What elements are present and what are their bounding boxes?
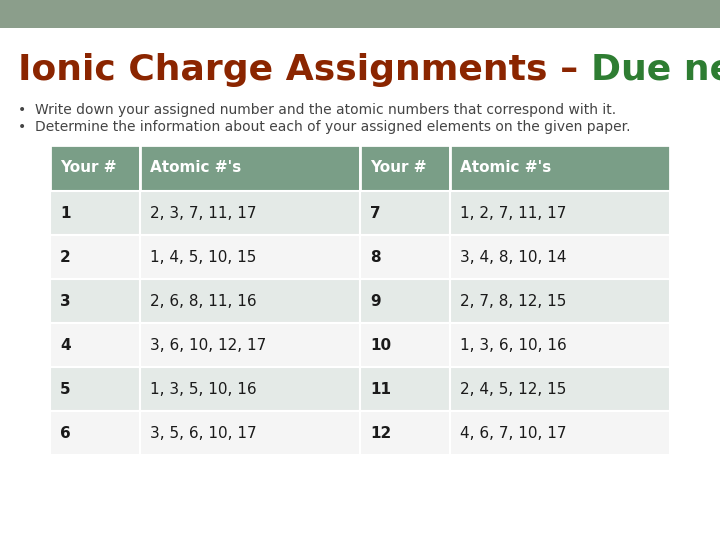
- Text: 1, 3, 6, 10, 16: 1, 3, 6, 10, 16: [460, 338, 567, 353]
- Text: 2, 4, 5, 12, 15: 2, 4, 5, 12, 15: [460, 381, 567, 396]
- Text: 5: 5: [60, 381, 71, 396]
- Bar: [450, 323, 670, 367]
- Text: •  Determine the information about each of your assigned elements on the given p: • Determine the information about each o…: [18, 120, 631, 134]
- Text: Ionic Charge Assignments –: Ionic Charge Assignments –: [18, 53, 591, 87]
- Text: 9: 9: [370, 294, 381, 308]
- Bar: [140, 145, 360, 191]
- Bar: [450, 279, 670, 323]
- Bar: [360, 367, 450, 411]
- Text: 2, 3, 7, 11, 17: 2, 3, 7, 11, 17: [150, 206, 256, 220]
- Text: 3, 4, 8, 10, 14: 3, 4, 8, 10, 14: [460, 249, 567, 265]
- Text: 8: 8: [370, 249, 381, 265]
- Text: Atomic #'s: Atomic #'s: [460, 160, 552, 176]
- Text: 6: 6: [60, 426, 71, 441]
- Text: 1, 2, 7, 11, 17: 1, 2, 7, 11, 17: [460, 206, 567, 220]
- Bar: [360, 411, 450, 455]
- Bar: [50, 323, 140, 367]
- Bar: [0, 0, 720, 28]
- Text: 4, 6, 7, 10, 17: 4, 6, 7, 10, 17: [460, 426, 567, 441]
- Bar: [50, 145, 140, 191]
- Bar: [360, 145, 450, 191]
- Text: 1, 4, 5, 10, 15: 1, 4, 5, 10, 15: [150, 249, 256, 265]
- Bar: [360, 191, 450, 235]
- Text: 3, 6, 10, 12, 17: 3, 6, 10, 12, 17: [150, 338, 266, 353]
- Bar: [50, 235, 140, 279]
- Text: 1: 1: [60, 206, 71, 220]
- Bar: [450, 191, 670, 235]
- Bar: [50, 191, 140, 235]
- Bar: [50, 279, 140, 323]
- Text: 11: 11: [370, 381, 391, 396]
- Text: 3: 3: [60, 294, 71, 308]
- Bar: [450, 145, 670, 191]
- Text: 2: 2: [60, 249, 71, 265]
- Text: Your #: Your #: [370, 160, 426, 176]
- Text: 2, 7, 8, 12, 15: 2, 7, 8, 12, 15: [460, 294, 567, 308]
- Bar: [50, 367, 140, 411]
- Bar: [360, 323, 450, 367]
- Bar: [450, 235, 670, 279]
- Text: Atomic #'s: Atomic #'s: [150, 160, 241, 176]
- Bar: [140, 411, 360, 455]
- Bar: [140, 279, 360, 323]
- Bar: [50, 411, 140, 455]
- Bar: [140, 191, 360, 235]
- Text: 2, 6, 8, 11, 16: 2, 6, 8, 11, 16: [150, 294, 256, 308]
- Bar: [140, 235, 360, 279]
- Bar: [360, 279, 450, 323]
- Bar: [450, 367, 670, 411]
- Bar: [140, 323, 360, 367]
- Text: 1, 3, 5, 10, 16: 1, 3, 5, 10, 16: [150, 381, 256, 396]
- Bar: [140, 367, 360, 411]
- Text: 7: 7: [370, 206, 381, 220]
- Text: Your #: Your #: [60, 160, 117, 176]
- Text: Due next class: Due next class: [591, 53, 720, 87]
- Text: 4: 4: [60, 338, 71, 353]
- Text: 10: 10: [370, 338, 391, 353]
- Bar: [360, 235, 450, 279]
- Text: 12: 12: [370, 426, 391, 441]
- Text: 3, 5, 6, 10, 17: 3, 5, 6, 10, 17: [150, 426, 256, 441]
- Bar: [450, 411, 670, 455]
- Text: •  Write down your assigned number and the atomic numbers that correspond with i: • Write down your assigned number and th…: [18, 103, 616, 117]
